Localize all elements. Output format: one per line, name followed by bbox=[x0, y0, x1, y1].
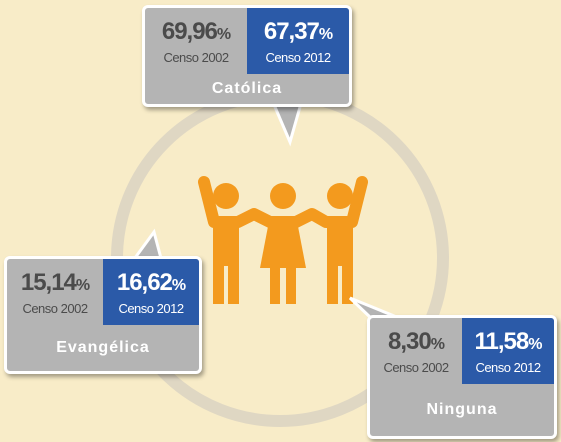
percentage: 69,96% bbox=[161, 17, 231, 50]
census-cell: 15,14% Censo 2002 bbox=[7, 259, 103, 325]
census-cell: 69,96% Censo 2002 bbox=[145, 8, 247, 74]
unit: % bbox=[430, 336, 445, 353]
unit: % bbox=[75, 277, 90, 294]
unit: % bbox=[318, 26, 333, 43]
values-row: 8,30% Censo 2002 11,58% Censo 2012 bbox=[370, 318, 554, 384]
census-label: Censo 2012 bbox=[475, 360, 541, 375]
name-text: Ninguna bbox=[426, 401, 498, 418]
census-label: Censo 2002 bbox=[383, 360, 449, 375]
unit: % bbox=[216, 26, 231, 43]
percentage: 11,58% bbox=[474, 327, 543, 360]
values-row: 15,14% Censo 2002 16,62% Censo 2012 bbox=[7, 259, 199, 325]
value: 11,58 bbox=[474, 328, 530, 355]
value: 8,30 bbox=[388, 328, 432, 355]
census-label: Censo 2012 bbox=[118, 301, 184, 316]
value: 16,62 bbox=[116, 269, 173, 296]
percentage: 67,37% bbox=[263, 17, 333, 50]
religion-name: Ninguna bbox=[370, 384, 554, 436]
census-cell: 11,58% Censo 2012 bbox=[462, 318, 554, 384]
percentage: 15,14% bbox=[20, 268, 90, 301]
values-row: 69,96% Censo 2002 67,37% Censo 2012 bbox=[145, 8, 349, 74]
census-cell: 67,37% Censo 2012 bbox=[247, 8, 349, 74]
name-text: Católica bbox=[211, 80, 283, 97]
people-icon bbox=[198, 176, 368, 304]
census-cell: 8,30% Censo 2002 bbox=[370, 318, 462, 384]
callout: 69,96% Censo 2002 67,37% Censo 2012 Católica bbox=[142, 5, 352, 107]
census-label: Censo 2012 bbox=[265, 50, 331, 65]
census-label: Censo 2002 bbox=[163, 50, 229, 65]
percentage: 16,62% bbox=[116, 268, 186, 301]
religion-name: Católica bbox=[145, 74, 349, 104]
religion-name: Evangélica bbox=[7, 325, 199, 371]
callout: 15,14% Censo 2002 16,62% Censo 2012 Evangéli… bbox=[4, 256, 202, 374]
callout: 8,30% Censo 2002 11,58% Censo 2012 Ninguna bbox=[367, 315, 557, 439]
census-label: Censo 2002 bbox=[22, 301, 88, 316]
value: 67,37 bbox=[263, 18, 320, 45]
value: 69,96 bbox=[161, 18, 218, 45]
unit: % bbox=[171, 277, 186, 294]
value: 15,14 bbox=[20, 269, 77, 296]
unit: % bbox=[528, 336, 542, 353]
census-cell: 16,62% Censo 2012 bbox=[103, 259, 199, 325]
percentage: 8,30% bbox=[388, 327, 445, 360]
name-text: Evangélica bbox=[56, 339, 150, 356]
